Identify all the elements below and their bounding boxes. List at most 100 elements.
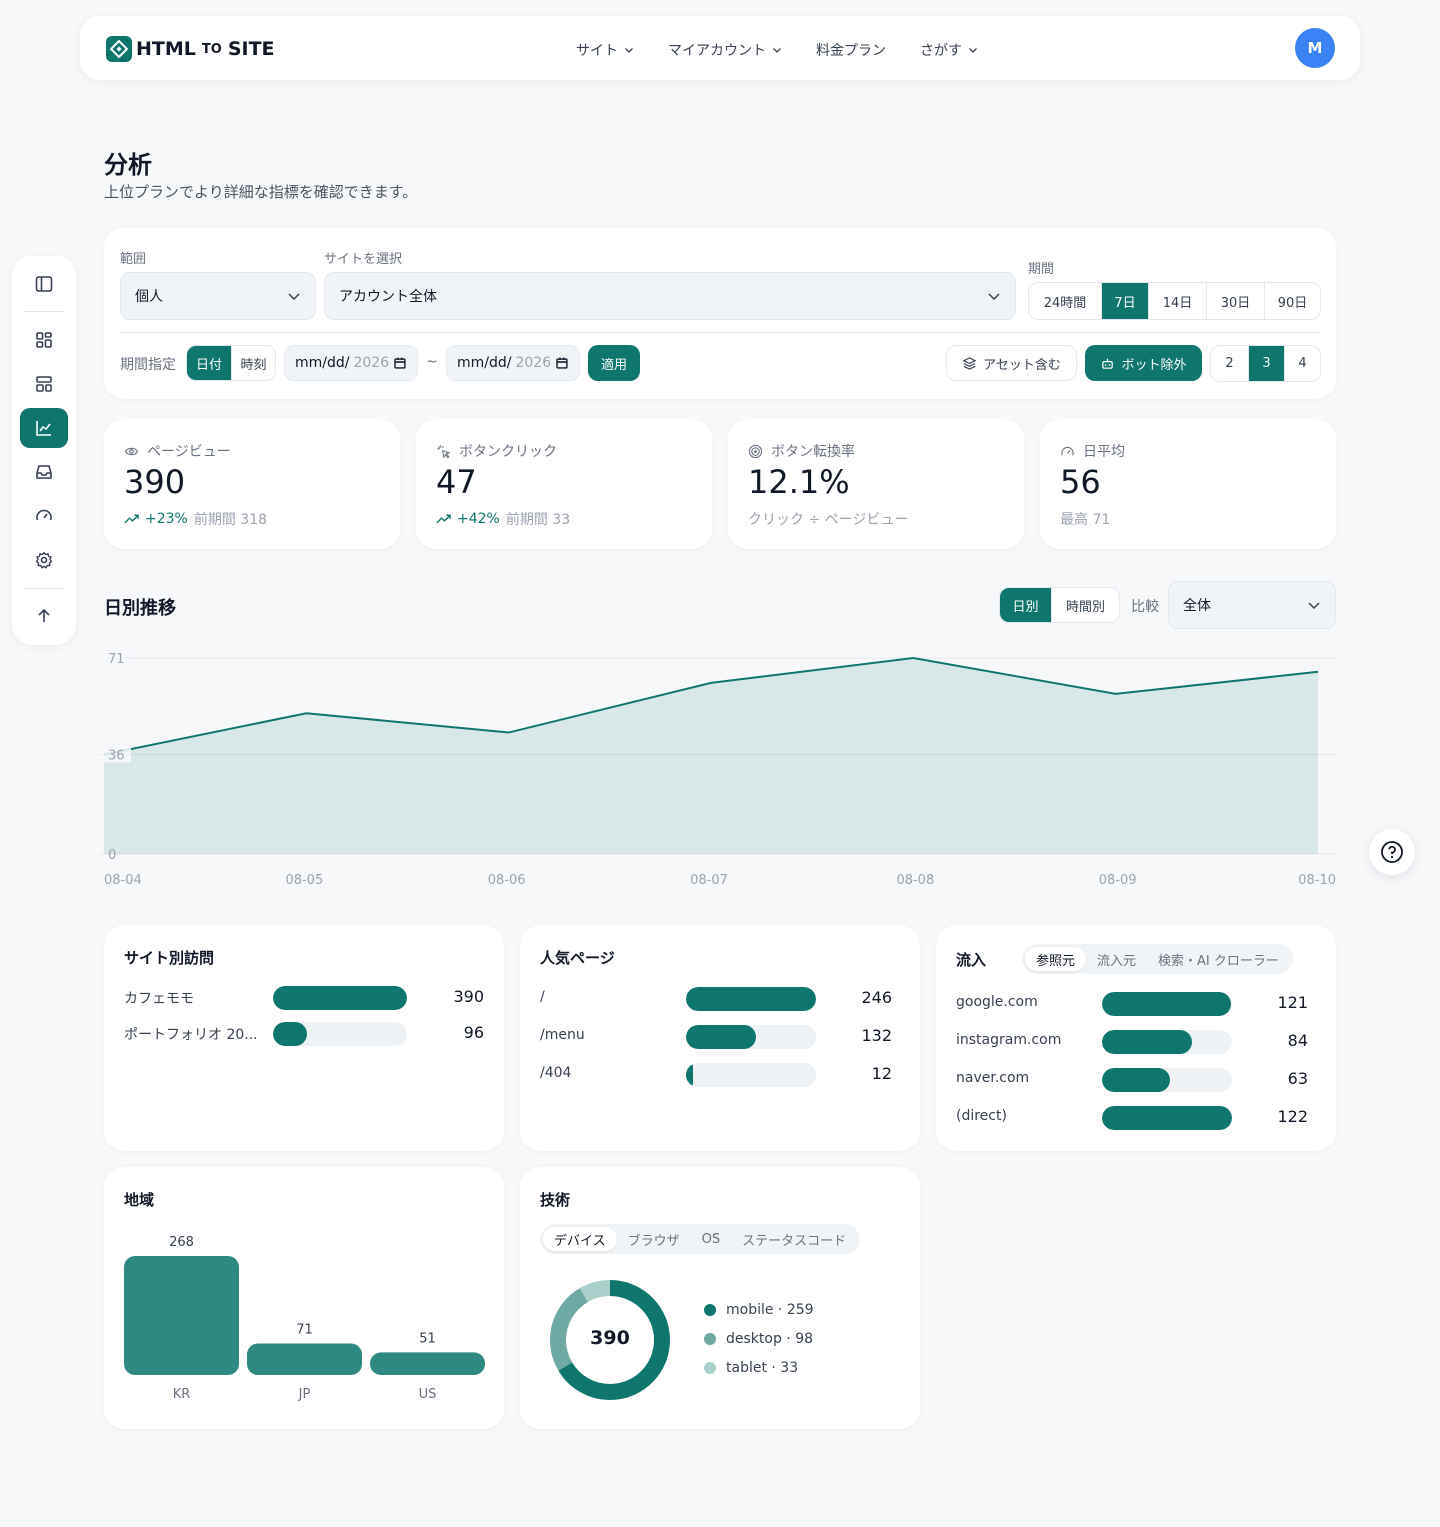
exclude-bots-button[interactable]: ボット除外 [1085, 345, 1202, 381]
site-select[interactable]: アカウント全体 [324, 272, 1016, 320]
stat-card-daily-average: 日平均 56 最高 71 [1040, 419, 1336, 549]
scroll-top-button[interactable] [20, 596, 68, 636]
range-mode-date[interactable]: 日付 [187, 346, 231, 380]
legend-label: mobile · 259 [726, 1302, 814, 1318]
donut-slice-desktop [550, 1280, 670, 1400]
rail-item-settings[interactable] [20, 540, 68, 580]
layers-icon [962, 356, 977, 370]
rail-item-performance[interactable] [20, 496, 68, 536]
scope-value: 個人 [135, 289, 163, 305]
stat-sub: +23% 前期間 318 [124, 509, 267, 529]
logo-icon [106, 36, 132, 62]
row-bar-fill [1102, 992, 1231, 1016]
stat-delta: +42% [457, 511, 500, 527]
gauge-icon [1061, 446, 1074, 455]
help-icon [1381, 841, 1403, 863]
site-label: サイトを選択 [324, 252, 403, 267]
period-24h[interactable]: 24時間 [1043, 295, 1087, 311]
date-end-input[interactable]: mm/dd/2026 [446, 345, 580, 381]
region-value-label: 268 [169, 1235, 194, 1250]
rail-item-inbox[interactable] [20, 452, 68, 492]
logo[interactable]: HTML TO SITE [106, 36, 275, 62]
rail-item-layout[interactable] [20, 364, 68, 404]
row-bar-fill [1102, 1030, 1192, 1054]
depth-option-3[interactable]: 3 [1248, 346, 1284, 381]
region-bar [247, 1343, 362, 1375]
chevron-down-icon [969, 48, 977, 53]
row-value: 12 [871, 1064, 892, 1083]
target-icon [748, 444, 763, 458]
region-bar [124, 1256, 239, 1375]
x-tick-label: 08-08 [896, 873, 934, 888]
date-start-year: 2026 [353, 355, 390, 371]
rail-item-analytics[interactable] [20, 408, 68, 448]
legend-label: desktop · 98 [726, 1331, 814, 1347]
filter-panel: 範囲 個人 サイトを選択 アカウント全体 期間 24時間 7日 14日 30日 … [104, 228, 1336, 399]
stat-sub: 最高 71 [1060, 509, 1110, 529]
dashboard-icon [36, 332, 52, 348]
row-value: 122 [1277, 1107, 1308, 1126]
tab-os[interactable]: OS [701, 1231, 721, 1247]
nav-link-site[interactable]: サイト [576, 40, 634, 60]
tab-source[interactable]: 流入元 [1097, 953, 1137, 969]
row-name: naver.com [956, 1070, 1030, 1086]
y-tick-label: 36 [108, 749, 125, 764]
nav-link-pricing[interactable]: 料金プラン [816, 43, 886, 59]
tab-device[interactable]: デバイス [543, 1227, 617, 1251]
include-assets-button[interactable]: アセット含む [946, 345, 1077, 381]
tab-browser[interactable]: ブラウザ [627, 1233, 680, 1249]
legend-tablet: tablet · 33 [704, 1360, 798, 1376]
row-name: (direct) [956, 1108, 1007, 1124]
trend-chart: 0 36 71 08-04 08-05 08-06 08-07 08-08 08-09 08-10 [100, 649, 1336, 888]
scope-select[interactable]: 個人 [120, 272, 316, 320]
depth-option-2[interactable]: 2 [1225, 356, 1234, 371]
date-start-md: mm/dd/ [295, 355, 350, 371]
row-bar-fill [686, 1025, 757, 1049]
row-bar-track [1102, 1106, 1232, 1130]
y-tick-bg [103, 649, 131, 666]
sidebar-toggle-button[interactable] [20, 264, 68, 304]
tab-referrer[interactable]: 参照元 [1025, 947, 1087, 971]
row-bar-track [686, 1025, 816, 1049]
exclude-bots-label: ボット除外 [1121, 357, 1187, 373]
y-tick-label: 71 [108, 652, 125, 667]
nav-links: サイト マイアカウント 料金プラン さがす [576, 40, 978, 60]
period-7d[interactable]: 7日 [1101, 283, 1148, 319]
stat-value: 56 [1060, 463, 1101, 501]
compare-select[interactable]: 全体 [1168, 581, 1336, 629]
rail-item-dashboard[interactable] [20, 320, 68, 360]
row-bar-track [1102, 992, 1232, 1016]
nav-link-account[interactable]: マイアカウント [668, 40, 782, 60]
period-30d[interactable]: 30日 [1206, 283, 1264, 319]
trend-up-icon [436, 514, 451, 524]
row-bar-fill [686, 987, 816, 1011]
calendar-icon [556, 357, 568, 369]
trend-mode-daily[interactable]: 日別 [1000, 588, 1051, 622]
help-button[interactable] [1369, 829, 1415, 875]
trend-mode-hourly[interactable]: 時間別 [1051, 588, 1119, 622]
inbox-icon [36, 465, 52, 479]
apply-button[interactable]: 適用 [588, 345, 640, 381]
stat-card-conversion: ボタン転換率 12.1% クリック ÷ ページビュー [728, 419, 1024, 549]
stat-sub: +42% 前期間 33 [436, 509, 570, 529]
period-segment: 24時間 7日 14日 30日 90日 [1028, 282, 1321, 320]
chevron-down-icon [1308, 602, 1320, 610]
tab-search-ai-crawler[interactable]: 検索・AI クローラー [1158, 953, 1279, 969]
tab-status-code[interactable]: ステータスコード [742, 1233, 847, 1249]
row-value: 132 [861, 1026, 892, 1045]
avatar[interactable]: M [1295, 28, 1335, 68]
nav-link-explore[interactable]: さがす [920, 40, 978, 60]
period-90d[interactable]: 90日 [1264, 283, 1320, 319]
period-14d[interactable]: 14日 [1148, 283, 1206, 319]
range-mode-segment: 日付 時刻 [186, 345, 276, 381]
range-mode-time[interactable]: 時刻 [231, 346, 275, 380]
logo-text-to: TO [201, 41, 222, 57]
date-start-input[interactable]: mm/dd/2026 [284, 345, 418, 381]
tech-card: 技術 デバイス ブラウザ OS ステータスコード 390 mobile · 25… [520, 1167, 920, 1429]
period-label: 期間 [1028, 262, 1055, 277]
depth-option-4[interactable]: 4 [1284, 346, 1320, 381]
stat-label: ページビュー [147, 444, 231, 460]
region-card: 地域 268 KR 71 JP 51 US [104, 1167, 504, 1429]
stat-label: ボタンクリック [459, 444, 557, 460]
stat-card-clicks: ボタンクリック 47 +42% 前期間 33 [416, 419, 712, 549]
